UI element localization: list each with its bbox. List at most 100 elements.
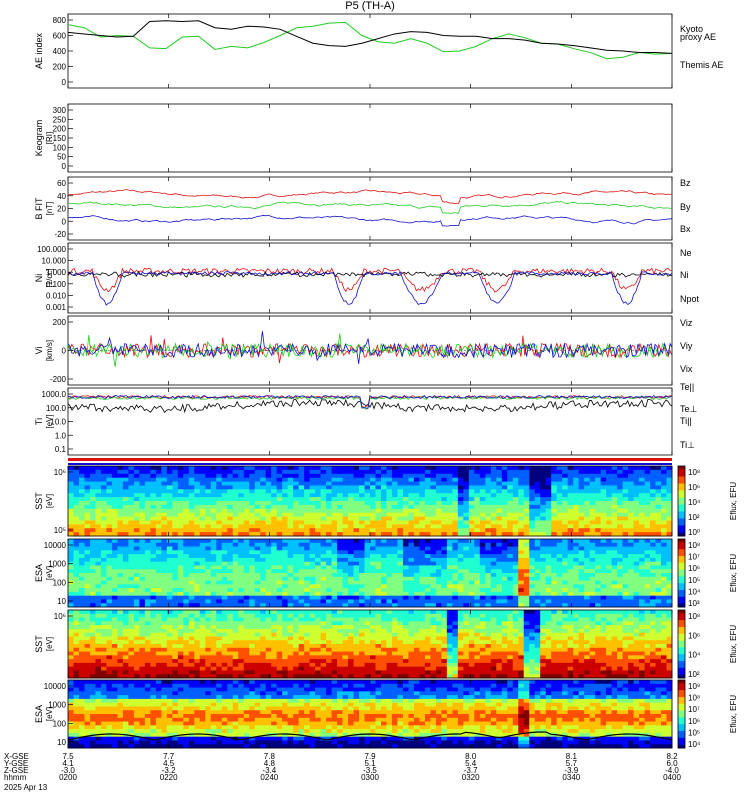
sst-i-cell [194,636,201,641]
sst-e-cell [628,508,634,514]
sst-i-cell [106,625,113,630]
esa-e-cell [441,546,448,551]
sst-e-cell [254,501,261,506]
esa-e-cell [89,565,96,570]
sst-e-cell [496,473,503,479]
sst-e-cell [617,524,623,529]
sst-e-cell [183,512,190,517]
sst-i-cell [166,674,173,679]
sst-i-cell [177,640,184,645]
sst-e-cell [232,520,239,525]
sst-e-cell [210,528,217,533]
sst-i-cell [199,625,206,630]
esa-e-cell [199,573,206,578]
sst-e-cell [507,528,514,533]
esa-e-cell [199,557,206,563]
esa-e-cell [194,569,201,574]
esa-e-cell [556,576,563,581]
sst-e-cell [540,485,547,490]
esa-e-cell [633,539,640,544]
sst-e-cell [397,477,404,482]
esa-e-cell [227,557,234,563]
esa-e-cell [111,550,118,555]
sst-e-cell [523,469,530,475]
sst-i-cell [276,625,283,630]
esa-e-cell [501,542,508,547]
esa-e-cell [595,573,602,578]
sst-i-cell [194,610,201,615]
sst-i-cell [188,617,195,622]
esa-e-cell [424,580,431,585]
sst-e-cell [490,481,497,486]
esa-e-cell [326,603,332,608]
esa-e-cell [232,546,239,551]
sst-e-cell [254,477,261,482]
sst-e-cell [562,532,569,537]
esa-e-cell [84,599,91,604]
esa-e-cell [78,561,85,566]
esa-e-cell [589,561,596,566]
sst-e-cell [73,501,80,506]
esa-e-cell [562,599,569,604]
esa-e-cell [518,603,525,608]
sst-e-cell [556,466,563,471]
esa-e-cell [529,539,536,544]
sst-e-cell [666,512,673,517]
esa-e-cell [287,584,294,589]
esa-e-cell [95,550,102,555]
esa-e-cell [463,546,470,551]
esa-e-cell [84,576,91,581]
esa-e-cell [331,584,338,589]
sst-e-cell [419,516,426,521]
sst-e-cell [265,485,272,490]
esa-e-cell [655,546,662,551]
sst-i-cell [84,632,91,637]
sst-e-cell [216,489,223,494]
sst-e-cell [661,501,667,506]
sst-i-cell [68,670,74,675]
sst-e-cell [573,477,580,482]
esa-e-cell [117,584,124,589]
esa-e-cell [249,565,256,570]
sst-e-cell [496,466,503,471]
esa-e-cell [106,557,113,563]
sst-e-cell [183,508,190,514]
sst-e-cell [155,469,162,475]
sst-i-cell [111,617,118,622]
esa-e-cell [600,588,607,593]
esa-e-cell [551,561,558,566]
esa-e-cell [391,588,398,593]
sst-e-cell [293,524,300,529]
sst-e-cell [644,493,651,498]
sst-e-cell [617,501,623,506]
esa-e-cell [479,539,486,544]
esa-e-cell [468,539,475,544]
sst-e-cell [606,508,612,514]
sst-e-cell [457,508,464,514]
esa-e-cell [490,595,497,600]
sst-i-cell [216,613,223,618]
esa-e-cell [424,539,431,544]
esa-e-cell [397,599,404,604]
esa-e-cell [639,580,645,585]
sst-e-cell [188,528,195,533]
esa-e-cell [655,580,662,585]
sst-e-cell [545,528,552,533]
sst-e-cell [666,497,673,502]
sst-e-cell [413,504,420,510]
sst-e-cell [282,524,289,529]
sst-e-cell [122,516,129,521]
sst-i-cell [89,625,96,630]
sst-e-cell [337,489,343,494]
esa-e-cell [370,557,376,563]
esa-e-cell [232,584,239,589]
sst-i-cell [194,662,201,668]
esa-e-cell [463,595,470,600]
sst-e-cell [501,466,508,471]
esa-e-cell [567,565,574,570]
esa-e-cell [463,554,470,559]
sst-e-cell [353,520,360,525]
sst-i-cell [117,621,124,626]
esa-e-colorbar-cell [678,557,685,560]
esa-e-cell [265,550,272,555]
